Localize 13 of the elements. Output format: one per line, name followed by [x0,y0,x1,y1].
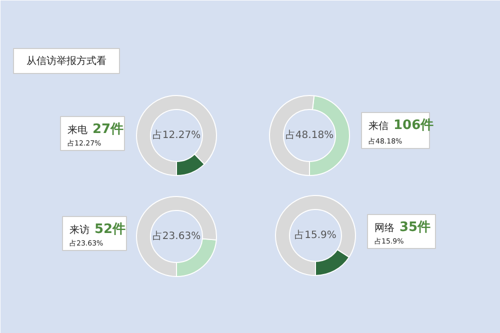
text: 从信访举报方式看 [26,55,106,67]
text: 来访 [70,224,90,236]
text: 占48.18% [285,129,334,141]
text: 网络 [374,222,394,234]
text: 52件 [94,222,126,237]
text: 占15.9% [294,229,336,241]
text: 35件 [400,220,431,235]
text: 106件 [394,118,434,133]
text: 27件 [92,122,124,137]
text: 占23.63% [152,230,201,242]
text: 占12.27% [152,129,201,141]
text: 来信 [368,120,388,132]
text: 来电 [68,124,88,136]
